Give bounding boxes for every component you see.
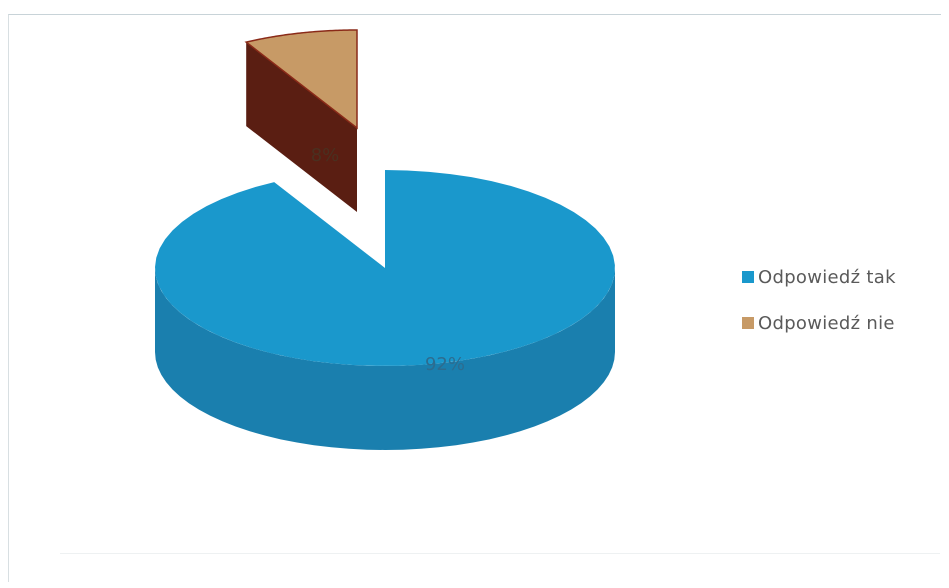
- data-label-tak: 92%: [425, 354, 465, 375]
- legend: Odpowiedź tak Odpowiedź nie: [742, 266, 896, 358]
- data-label-nie: 8%: [311, 145, 340, 166]
- slice-nie-top: [244, 29, 358, 130]
- slice-tak-side: [155, 268, 615, 450]
- legend-swatch-nie: [742, 317, 754, 329]
- legend-item-tak: Odpowiedź tak: [742, 266, 896, 288]
- legend-swatch-tak: [742, 271, 754, 283]
- legend-label-nie: Odpowiedź nie: [758, 312, 895, 334]
- frame-bottom-line: [60, 553, 940, 554]
- slice-tak-top: [155, 170, 615, 366]
- slice-nie-wall: [246, 42, 357, 212]
- legend-item-nie: Odpowiedź nie: [742, 312, 896, 334]
- legend-label-tak: Odpowiedź tak: [758, 266, 896, 288]
- chart-frame: [8, 14, 941, 582]
